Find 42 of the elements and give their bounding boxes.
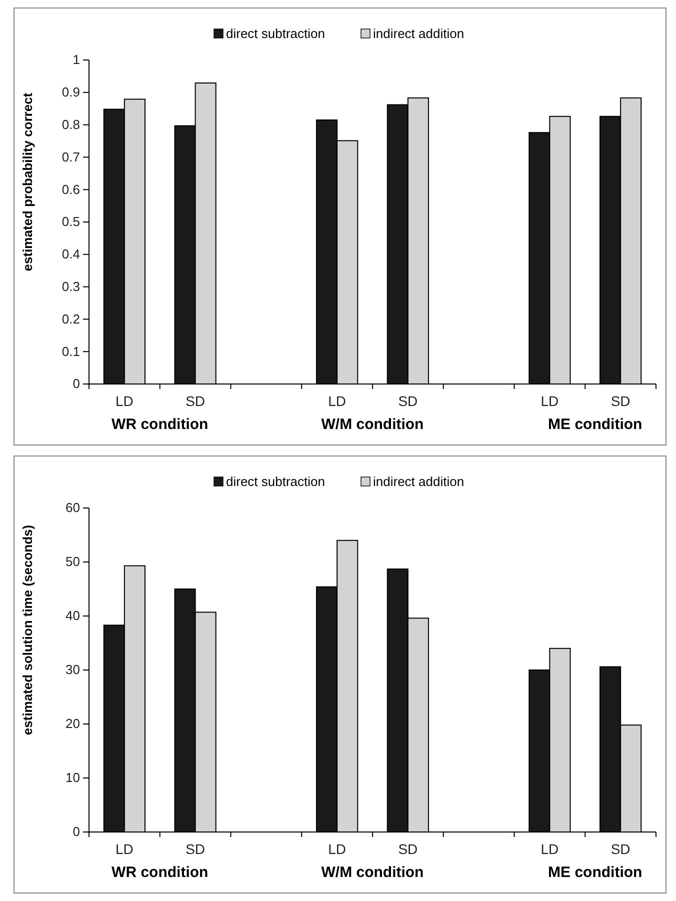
y-tick-label: 0.2 (62, 311, 80, 326)
y-tick-label: 0 (72, 376, 80, 392)
legend-label: indirect addition (373, 474, 464, 489)
x-tick-label: SD (186, 840, 206, 857)
y-tick-label: 60 (66, 500, 80, 516)
y-tick-label: 0 (72, 824, 80, 840)
text: WR condition (112, 864, 208, 881)
x-tick-label: LD (328, 840, 346, 857)
y-tick-label: 1 (72, 52, 80, 68)
y-tick-label: 0.8 (62, 116, 80, 132)
y-tick-label: 0.4 (62, 246, 80, 262)
text: W/M condition (321, 864, 424, 881)
y-tick-label: 50 (66, 554, 80, 570)
y-tick-label: 0.5 (62, 214, 80, 230)
legend-label: direct subtraction (226, 26, 325, 41)
y-tick-label: 10 (66, 770, 80, 786)
y-axis-title: estimated probability correct (20, 92, 35, 272)
text: W/M condition (321, 416, 424, 433)
text: WR condition (112, 416, 208, 433)
y-tick-label: 0.7 (62, 149, 80, 164)
x-tick-label: LD (115, 840, 134, 857)
x-tick-label: SD (398, 840, 418, 857)
x-tick-label: SD (186, 392, 206, 409)
text: ME condition (548, 416, 642, 433)
x-tick-label: LD (540, 392, 559, 409)
x-tick-label: LD (328, 392, 346, 409)
legend-label: indirect addition (373, 26, 464, 41)
y-tick-label: 0.6 (62, 182, 80, 197)
x-tick-label: SD (398, 392, 418, 409)
x-tick-label: SD (610, 392, 630, 409)
legend-label: direct subtraction (226, 474, 325, 489)
y-tick-label: 30 (66, 662, 80, 678)
y-tick-label: 40 (66, 608, 80, 624)
y-tick-label: 0.3 (62, 278, 80, 294)
y-tick-label: 0.1 (62, 344, 80, 359)
y-tick-label: 20 (66, 716, 80, 732)
y-axis-title: estimated solution time (seconds) (20, 524, 35, 736)
text: ME condition (548, 864, 642, 881)
y-tick-label: 0.9 (62, 84, 80, 100)
x-tick-label: LD (540, 840, 559, 857)
x-tick-label: SD (610, 840, 630, 857)
x-tick-label: LD (115, 392, 134, 409)
